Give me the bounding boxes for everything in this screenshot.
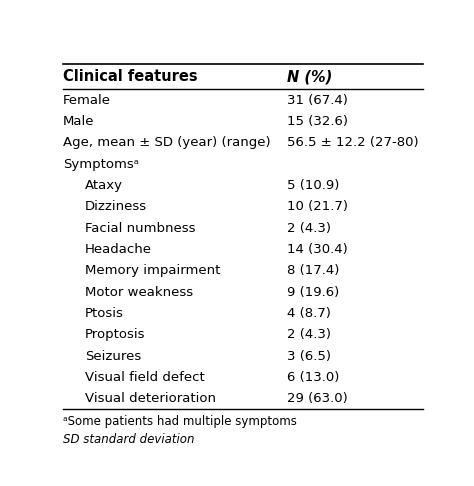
Text: Facial numbness: Facial numbness — [85, 222, 195, 235]
Text: Motor weakness: Motor weakness — [85, 285, 193, 298]
Text: 3 (6.5): 3 (6.5) — [287, 349, 331, 363]
Text: Symptomsᵃ: Symptomsᵃ — [63, 157, 139, 171]
Text: 29 (63.0): 29 (63.0) — [287, 392, 348, 405]
Text: Seizures: Seizures — [85, 349, 141, 363]
Text: 8 (17.4): 8 (17.4) — [287, 264, 339, 277]
Text: 14 (30.4): 14 (30.4) — [287, 243, 348, 256]
Text: 10 (21.7): 10 (21.7) — [287, 200, 348, 213]
Text: 56.5 ± 12.2 (27-80): 56.5 ± 12.2 (27-80) — [287, 136, 419, 149]
Text: Age, mean ± SD (year) (range): Age, mean ± SD (year) (range) — [63, 136, 271, 149]
Text: 15 (32.6): 15 (32.6) — [287, 115, 348, 128]
Text: Visual deterioration: Visual deterioration — [85, 392, 216, 405]
Text: Clinical features: Clinical features — [63, 69, 198, 84]
Text: 9 (19.6): 9 (19.6) — [287, 285, 339, 298]
Text: 2 (4.3): 2 (4.3) — [287, 222, 331, 235]
Text: Headache: Headache — [85, 243, 152, 256]
Text: Visual field defect: Visual field defect — [85, 371, 205, 384]
Text: 5 (10.9): 5 (10.9) — [287, 179, 339, 192]
Text: Dizziness: Dizziness — [85, 200, 147, 213]
Text: 4 (8.7): 4 (8.7) — [287, 307, 331, 320]
Text: Ataxy: Ataxy — [85, 179, 123, 192]
Text: Proptosis: Proptosis — [85, 328, 146, 341]
Text: SD standard deviation: SD standard deviation — [63, 433, 194, 446]
Text: 31 (67.4): 31 (67.4) — [287, 93, 348, 106]
Text: Memory impairment: Memory impairment — [85, 264, 220, 277]
Text: 2 (4.3): 2 (4.3) — [287, 328, 331, 341]
Text: ᵃSome patients had multiple symptoms: ᵃSome patients had multiple symptoms — [63, 415, 297, 428]
Text: Ptosis: Ptosis — [85, 307, 124, 320]
Text: N (%): N (%) — [287, 69, 332, 84]
Text: 6 (13.0): 6 (13.0) — [287, 371, 339, 384]
Text: Female: Female — [63, 93, 111, 106]
Text: Male: Male — [63, 115, 94, 128]
